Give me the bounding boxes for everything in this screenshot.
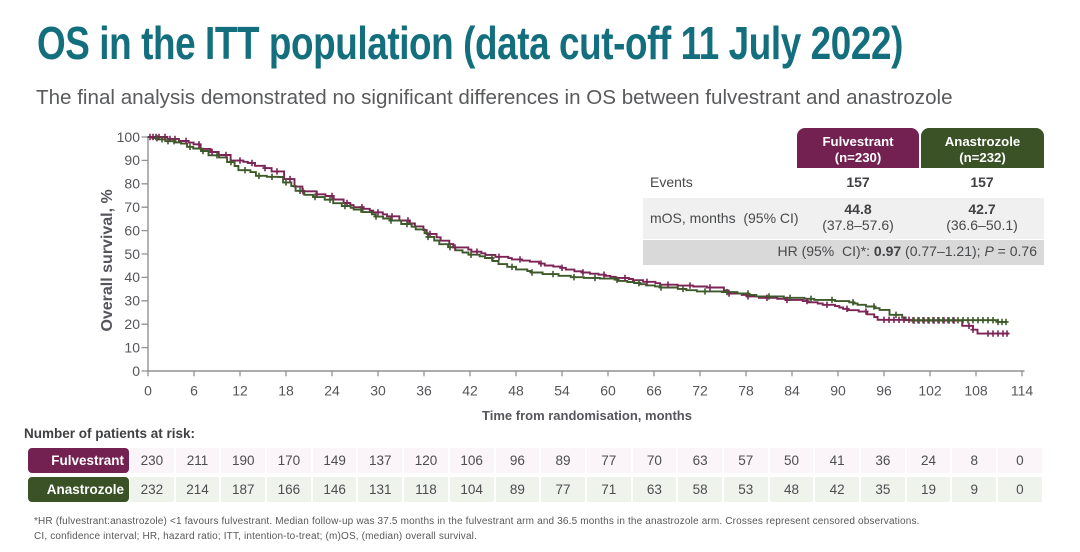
svg-text:90: 90 — [124, 152, 140, 168]
svg-text:84: 84 — [784, 383, 800, 399]
svg-text:24: 24 — [324, 383, 340, 399]
svg-text:72: 72 — [692, 383, 708, 399]
svg-text:80: 80 — [124, 176, 140, 192]
svg-text:42: 42 — [462, 383, 478, 399]
svg-text:40: 40 — [124, 269, 140, 285]
svg-text:96: 96 — [876, 383, 892, 399]
svg-text:114: 114 — [1011, 383, 1034, 399]
svg-text:48: 48 — [508, 383, 524, 399]
svg-text:60: 60 — [124, 222, 140, 238]
svg-text:90: 90 — [830, 383, 846, 399]
svg-text:36: 36 — [416, 383, 432, 399]
svg-text:108: 108 — [964, 383, 988, 399]
svg-text:102: 102 — [918, 383, 942, 399]
svg-text:78: 78 — [738, 383, 754, 399]
svg-text:60: 60 — [600, 383, 616, 399]
svg-text:30: 30 — [370, 383, 386, 399]
svg-text:18: 18 — [278, 383, 294, 399]
svg-text:50: 50 — [124, 246, 140, 262]
svg-text:Time from randomisation, month: Time from randomisation, months — [482, 408, 692, 423]
svg-text:Overall survival, %: Overall survival, % — [99, 189, 116, 331]
svg-text:12: 12 — [232, 383, 248, 399]
svg-text:30: 30 — [124, 293, 140, 309]
svg-text:54: 54 — [554, 383, 570, 399]
svg-text:10: 10 — [124, 339, 140, 355]
svg-text:0: 0 — [144, 383, 152, 399]
svg-text:100: 100 — [117, 129, 141, 145]
svg-text:0: 0 — [132, 363, 140, 379]
svg-text:6: 6 — [190, 383, 198, 399]
svg-text:20: 20 — [124, 316, 140, 332]
svg-text:70: 70 — [124, 199, 140, 215]
svg-text:66: 66 — [646, 383, 662, 399]
